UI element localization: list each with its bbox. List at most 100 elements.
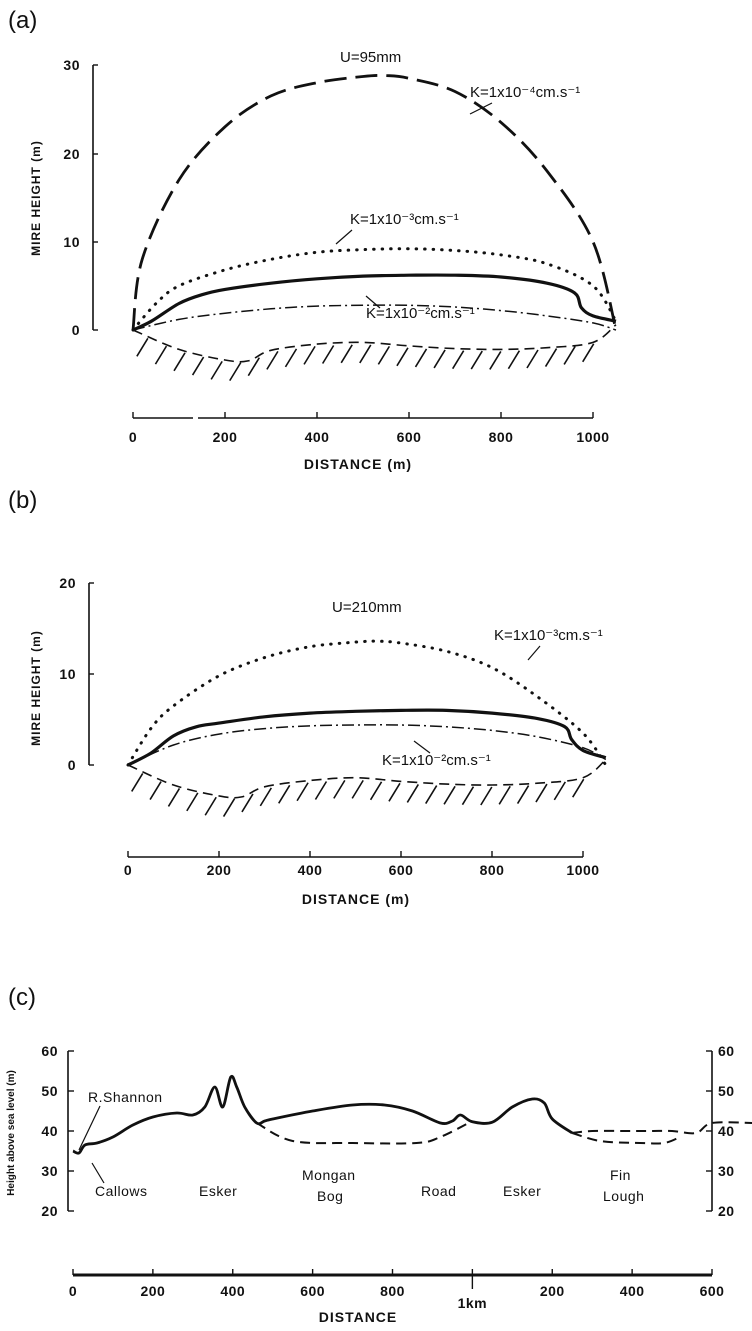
panel-c-left-ytick-label: 60 bbox=[41, 1043, 58, 1059]
panel-b-k3-label: K=1x10⁻³cm.s⁻¹ bbox=[494, 627, 603, 644]
panel-a: (a) 30 20 10 0 MIRE HEIGHT (m) 0 200 400… bbox=[8, 7, 618, 472]
panel-a-xtick-label: 1000 bbox=[576, 429, 609, 445]
panel-a-hatch-mark bbox=[470, 350, 483, 370]
panel-b-y-axis-label: MIRE HEIGHT (m) bbox=[29, 630, 43, 746]
panel-a-hatch-mark bbox=[210, 360, 223, 380]
panel-b-hatch-mark bbox=[443, 785, 456, 805]
panel-b-hatch-mark bbox=[553, 781, 567, 801]
panel-a-ytick-label: 10 bbox=[63, 234, 80, 250]
panel-c-xtick-label: 400 bbox=[620, 1283, 645, 1299]
panel-b-series-dotted-line bbox=[126, 639, 608, 767]
panel-b-hatch-mark bbox=[278, 784, 291, 804]
panel-b: (b) 20 10 0 MIRE HEIGHT (m) 0 200 400 60… bbox=[8, 487, 608, 907]
panel-b-hatch-mark bbox=[314, 781, 328, 800]
panel-b-hatch-mark bbox=[167, 788, 181, 807]
panel-a-hatch-mark bbox=[507, 350, 521, 370]
panel-b-hatch-mark bbox=[461, 786, 475, 806]
panel-b-xtick-label: 800 bbox=[480, 862, 505, 878]
panel-a-x-ticks: 0 200 400 600 800 1000 bbox=[129, 412, 609, 445]
panel-a-k2-label: K=1x10⁻²cm.s⁻¹ bbox=[366, 305, 475, 322]
panel-a-series-solid-line bbox=[132, 273, 617, 332]
panel-b-hatch-mark bbox=[351, 779, 364, 799]
panel-b-k2-label: K=1x10⁻²cm.s⁻¹ bbox=[382, 752, 491, 769]
panel-a-u-annotation: U=95mm bbox=[340, 49, 401, 66]
panel-c-series-dashed-line bbox=[572, 1121, 752, 1135]
panel-a-label: (a) bbox=[8, 7, 37, 34]
panel-b-xtick-label: 600 bbox=[389, 862, 414, 878]
panel-a-hatch-mark bbox=[154, 345, 168, 365]
panel-a-ytick-label: 20 bbox=[63, 146, 80, 162]
panel-a-hatch-mark bbox=[191, 356, 205, 376]
panel-c-xtick-label: 600 bbox=[700, 1283, 725, 1299]
panel-b-hatch-mark bbox=[572, 778, 585, 798]
panel-b-label: (b) bbox=[8, 487, 37, 514]
panel-c-y-ticks: 20 20 30 30 40 40 50 50 60 60 bbox=[41, 1043, 734, 1219]
panel-b-hatch-mark bbox=[131, 773, 144, 792]
panel-c-left-ytick-label: 50 bbox=[41, 1083, 58, 1099]
panel-a-y-ticks: 30 20 10 0 bbox=[63, 57, 98, 338]
panel-b-series-dashdot-line bbox=[127, 724, 607, 766]
panel-b-xtick-label: 400 bbox=[298, 862, 323, 878]
panel-c-place-lough: Lough bbox=[603, 1188, 644, 1204]
panel-b-k3-arrow bbox=[527, 645, 541, 661]
panel-a-hatch-mark bbox=[526, 349, 539, 369]
panel-c-place-esker-1: Esker bbox=[199, 1183, 237, 1199]
panel-c-label: (c) bbox=[8, 984, 36, 1011]
panel-a-hatch-mark bbox=[229, 362, 242, 382]
panel-a-xtick-label: 200 bbox=[213, 429, 238, 445]
panel-b-hatch-mark bbox=[388, 782, 401, 802]
panel-a-hatch-mark bbox=[303, 345, 316, 365]
panel-b-x-axis-label: DISTANCE (m) bbox=[302, 891, 410, 907]
panel-b-hatch-mark bbox=[241, 793, 254, 813]
panel-c-series-solid-line bbox=[72, 1074, 574, 1155]
panel-a-k2-arrow bbox=[365, 295, 381, 309]
panel-a-series-dashdot-line bbox=[132, 304, 617, 331]
panel-a-hatch-mark bbox=[396, 347, 409, 367]
panel-a-y-axis-label: MIRE HEIGHT (m) bbox=[29, 140, 43, 256]
panel-a-ytick-label: 0 bbox=[72, 322, 80, 338]
panel-a-xtick-label: 600 bbox=[397, 429, 422, 445]
panel-a-hatch-mark bbox=[377, 345, 391, 365]
panel-c-right-ytick-label: 30 bbox=[718, 1163, 735, 1179]
panel-a-series-dashed-line bbox=[131, 74, 618, 331]
panel-b-hatch-mark bbox=[516, 785, 530, 804]
panel-a-k3-label: K=1x10⁻³cm.s⁻¹ bbox=[350, 211, 459, 228]
panel-b-hatch-mark bbox=[369, 781, 383, 801]
panel-b-hatch-mark bbox=[425, 785, 438, 804]
panel-c-xtick-label: 1km bbox=[458, 1295, 488, 1311]
panel-a-hatch-mark bbox=[173, 352, 186, 372]
panel-a-hatch-mark bbox=[563, 346, 576, 365]
panel-a-hatch-mark bbox=[414, 348, 428, 368]
panel-c-left-ytick-label: 20 bbox=[41, 1203, 58, 1219]
panel-a-xtick-label: 800 bbox=[489, 429, 514, 445]
panel-c-series-group bbox=[72, 1074, 752, 1155]
panel-c-place-bog: Bog bbox=[317, 1188, 343, 1204]
panel-a-ytick-label: 30 bbox=[63, 57, 80, 73]
panel-b-x-ticks: 0 200 400 600 800 1000 bbox=[124, 851, 599, 878]
panel-c-callows-pointer bbox=[91, 1162, 105, 1184]
panel-b-k2-arrow bbox=[413, 740, 431, 754]
panel-a-xtick-label: 0 bbox=[129, 429, 137, 445]
panel-c-place-mongan: Mongan bbox=[302, 1167, 356, 1183]
panel-a-hatch-mark bbox=[451, 350, 465, 370]
panel-a-hatch-mark bbox=[284, 348, 298, 368]
panel-b-ytick-label: 0 bbox=[68, 757, 76, 773]
panel-a-hatch-mark bbox=[359, 344, 372, 364]
panel-c-xtick-label: 0 bbox=[69, 1283, 77, 1299]
panel-a-hatch-mark bbox=[321, 345, 335, 364]
panel-c-place-callows: Callows bbox=[95, 1183, 148, 1199]
panel-b-hatch-mark bbox=[296, 782, 309, 802]
panel-c-y-axis-label: Height above sea level (m) bbox=[6, 1070, 17, 1196]
panel-b-series-group bbox=[126, 639, 608, 817]
panel-c-place-esker-2: Esker bbox=[503, 1183, 541, 1199]
panel-c-right-ytick-label: 50 bbox=[718, 1083, 735, 1099]
panel-b-hatch-mark bbox=[498, 785, 511, 805]
panel-a-hatch-mark bbox=[582, 343, 595, 363]
panel-c-xtick-label: 600 bbox=[300, 1283, 325, 1299]
panel-a-hatch-mark bbox=[544, 348, 558, 367]
panel-c-place-fin: Fin bbox=[610, 1167, 631, 1183]
panel-b-hatch-mark bbox=[480, 786, 493, 806]
panel-a-hatch-mark bbox=[340, 344, 353, 364]
panel-a-hatch-mark bbox=[433, 349, 446, 369]
panel-c-r-shannon-pointer bbox=[78, 1105, 101, 1151]
